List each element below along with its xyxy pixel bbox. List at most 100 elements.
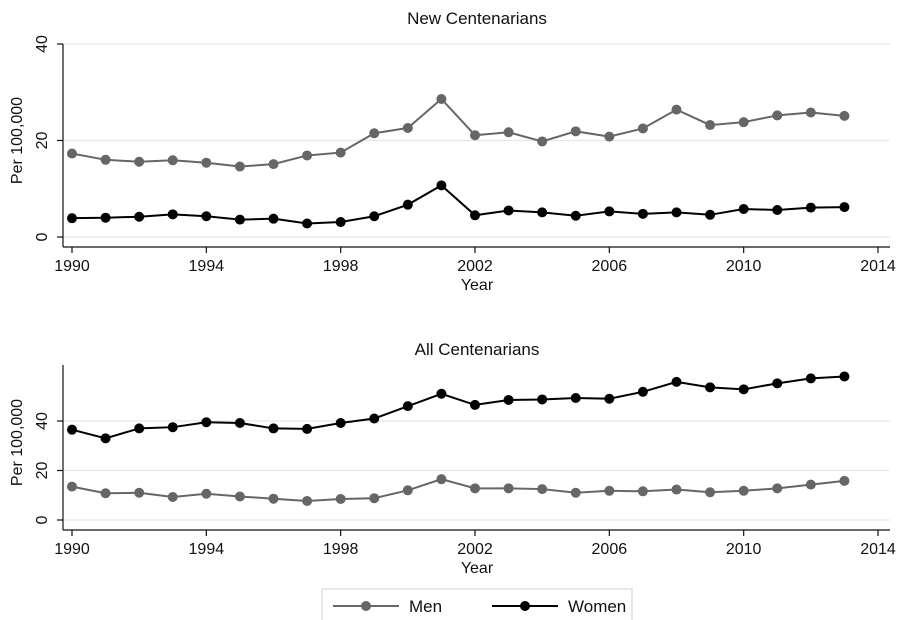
data-point xyxy=(67,481,77,492)
chart-panel-2: 0 20 40 1990 1994 1998 2002 2006 2010 2014 Year Per… xyxy=(9,340,896,577)
x-tick-label: 2014 xyxy=(860,258,896,275)
chart-panel-1: 0 20 40 1990 1994 1998 2002 2006 2010 2014 Year Per… xyxy=(9,9,896,294)
x-tick-label: 2002 xyxy=(457,258,493,275)
x-axis-label: Year xyxy=(461,560,494,577)
x-tick-label: 1990 xyxy=(54,541,90,558)
data-point xyxy=(302,495,313,506)
series-line-women xyxy=(71,184,845,225)
y-tick-label: 40 xyxy=(34,412,51,430)
data-point xyxy=(537,394,548,405)
data-point xyxy=(805,373,816,384)
data-point xyxy=(570,487,581,498)
legend-label: Men xyxy=(409,597,442,616)
data-point xyxy=(705,209,716,220)
series-women xyxy=(67,371,850,444)
data-point xyxy=(503,127,514,138)
series-women xyxy=(67,180,850,229)
chart-title: New Centenarians xyxy=(407,9,547,28)
data-point xyxy=(671,484,682,495)
data-point xyxy=(839,371,850,382)
data-point xyxy=(167,491,178,502)
data-point xyxy=(134,211,145,222)
data-point xyxy=(268,159,279,170)
series-line-men xyxy=(71,97,845,168)
data-point xyxy=(705,382,716,393)
data-point xyxy=(772,378,783,389)
data-point xyxy=(671,207,682,218)
data-point xyxy=(100,154,111,165)
data-point xyxy=(839,110,850,121)
data-point xyxy=(537,484,548,495)
chart-title: All Centenarians xyxy=(415,340,540,359)
data-point xyxy=(201,157,212,168)
legend-item-women: Women xyxy=(492,597,626,616)
data-point xyxy=(470,399,480,410)
data-point xyxy=(738,204,749,215)
data-point xyxy=(67,213,77,224)
data-point xyxy=(134,487,145,498)
data-point xyxy=(436,388,447,399)
data-point xyxy=(134,156,145,167)
data-point xyxy=(570,126,581,137)
series-men xyxy=(67,474,850,506)
data-point xyxy=(637,486,648,497)
data-point xyxy=(537,136,548,147)
legend-box xyxy=(321,588,633,620)
data-point xyxy=(369,413,380,424)
x-tick-label: 2014 xyxy=(860,541,896,558)
x-tick-label: 1998 xyxy=(323,258,359,275)
data-point xyxy=(637,208,648,219)
y-tick-label: 0 xyxy=(34,515,51,524)
data-point xyxy=(436,180,447,191)
data-point xyxy=(167,209,178,220)
y-axis-label: Per 100,000 xyxy=(9,97,26,184)
data-point xyxy=(100,488,111,499)
x-tick-label: 2010 xyxy=(726,541,762,558)
y-tick-label: 20 xyxy=(34,132,51,150)
x-axis-label: Year xyxy=(461,277,494,294)
data-point xyxy=(537,207,548,218)
data-point xyxy=(436,474,447,485)
data-point xyxy=(100,212,111,223)
x-tick-label: 2006 xyxy=(592,541,628,558)
data-point xyxy=(839,475,850,486)
data-point xyxy=(234,491,245,502)
x-tick-label: 1998 xyxy=(323,541,359,558)
data-point xyxy=(234,214,245,225)
data-point xyxy=(268,493,279,504)
data-point xyxy=(705,120,716,131)
data-point xyxy=(402,485,413,496)
data-point xyxy=(201,417,212,428)
x-tick-label: 1990 xyxy=(54,258,90,275)
data-point xyxy=(772,204,783,215)
data-point xyxy=(604,131,615,142)
data-point xyxy=(705,487,716,498)
y-tick-label: 0 xyxy=(34,232,51,241)
data-point xyxy=(570,392,581,403)
data-point xyxy=(503,483,514,494)
data-point xyxy=(234,161,245,172)
data-point xyxy=(671,376,682,387)
data-point xyxy=(302,423,313,434)
data-point xyxy=(604,206,615,217)
data-point xyxy=(805,107,816,118)
data-point xyxy=(772,483,783,494)
series-line-men xyxy=(71,478,845,502)
data-point xyxy=(268,423,279,434)
data-point xyxy=(671,104,682,115)
data-point xyxy=(402,122,413,133)
data-point xyxy=(268,213,279,224)
data-point xyxy=(839,202,850,213)
data-point xyxy=(738,117,749,128)
data-point xyxy=(302,150,313,161)
data-point xyxy=(369,493,380,504)
data-point xyxy=(436,94,447,105)
data-point xyxy=(805,202,816,213)
legend-swatch-marker xyxy=(520,601,530,611)
data-point xyxy=(100,433,111,444)
x-tick-label: 2010 xyxy=(726,258,762,275)
data-point xyxy=(604,393,615,404)
data-point xyxy=(637,123,648,134)
data-point xyxy=(234,417,245,428)
data-point xyxy=(335,147,346,158)
